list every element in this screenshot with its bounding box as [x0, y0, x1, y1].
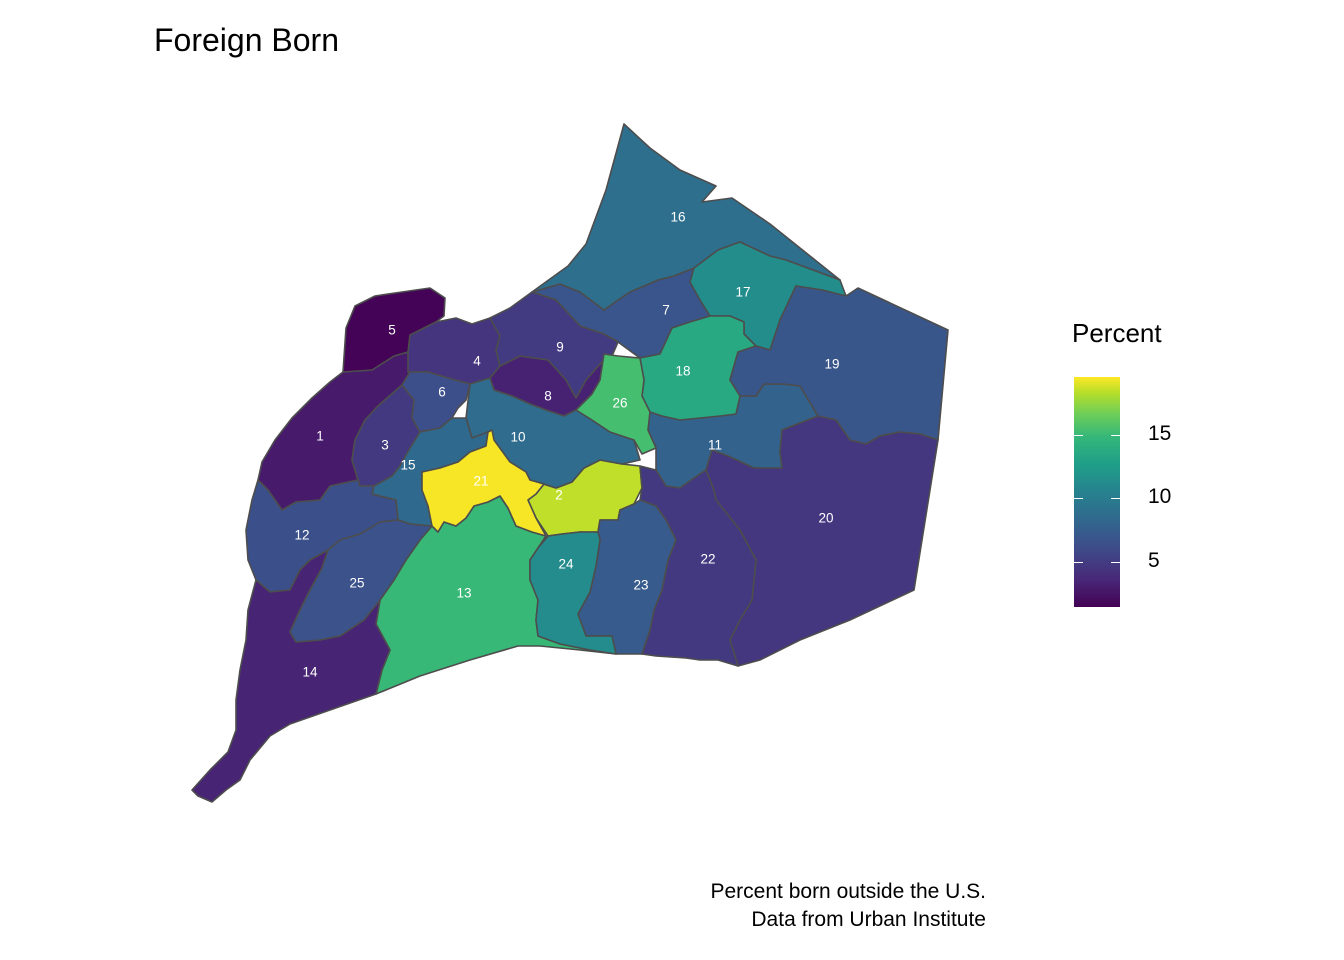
district-label-20: 20	[818, 511, 833, 526]
district-label-7: 7	[662, 303, 670, 318]
legend-tick-right	[1111, 498, 1120, 500]
legend-tick-label: 10	[1148, 485, 1172, 509]
district-label-12: 12	[294, 528, 309, 543]
district-label-1: 1	[316, 429, 324, 444]
district-5	[342, 287, 446, 373]
districts-layer	[191, 123, 949, 803]
district-21	[421, 429, 547, 537]
map-title: Foreign Born	[154, 22, 339, 58]
caption-line-2: Data from Urban Institute	[751, 908, 986, 931]
district-label-11: 11	[708, 438, 722, 453]
district-label-9: 9	[556, 340, 564, 355]
district-label-15: 15	[400, 458, 415, 473]
district-label-6: 6	[438, 385, 446, 400]
map-caption: Percent born outside the U.S. Data from …	[711, 878, 987, 934]
caption-line-1: Percent born outside the U.S.	[710, 880, 987, 903]
district-19	[729, 285, 949, 445]
legend-tick-left	[1074, 562, 1083, 564]
legend-tick-label: 5	[1148, 549, 1160, 573]
district-label-26: 26	[612, 396, 627, 411]
district-label-24: 24	[558, 557, 574, 572]
district-25	[289, 519, 433, 643]
district-26	[575, 353, 657, 455]
district-label-10: 10	[510, 430, 525, 445]
legend-color-bar	[1074, 377, 1120, 607]
district-label-14: 14	[302, 665, 318, 680]
legend-tick-right	[1111, 562, 1120, 564]
district-6	[401, 371, 471, 433]
legend-tick-right	[1111, 434, 1120, 436]
district-label-19: 19	[824, 357, 839, 372]
legend-tick-left	[1074, 498, 1083, 500]
district-label-2: 2	[555, 488, 563, 503]
district-label-22: 22	[700, 552, 715, 567]
district-9	[489, 291, 619, 399]
district-label-5: 5	[388, 323, 396, 338]
legend-title: Percent	[1072, 318, 1162, 348]
district-label-8: 8	[544, 389, 552, 404]
district-label-23: 23	[633, 578, 648, 593]
legend-tick-left	[1074, 434, 1083, 436]
district-label-17: 17	[735, 285, 750, 300]
district-label-3: 3	[381, 438, 389, 453]
district-label-16: 16	[670, 210, 685, 225]
district-label-25: 25	[349, 576, 364, 591]
district-label-21: 21	[473, 474, 488, 489]
legend-tick-label: 15	[1148, 421, 1172, 445]
district-label-18: 18	[675, 364, 690, 379]
district-24	[529, 531, 617, 655]
district-label-13: 13	[456, 586, 471, 601]
district-label-4: 4	[473, 354, 481, 369]
